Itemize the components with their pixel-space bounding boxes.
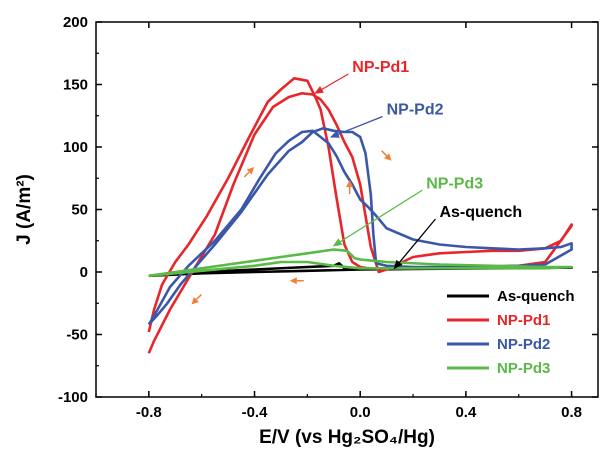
series-np-pd2 <box>147 127 573 326</box>
x-tick-label: -0.4 <box>242 404 269 421</box>
annotation-arrow-np-pd3 <box>332 189 423 247</box>
scan-direction-arrow-shaft <box>243 171 250 178</box>
scan-direction-arrow-shaft <box>381 150 388 157</box>
scan-direction-arrow <box>346 180 354 187</box>
x-tick-label: 0.4 <box>455 404 477 421</box>
y-tick-label: 100 <box>63 139 88 156</box>
legend: As-quench NP-Pd1 NP-Pd2 NP-Pd3 <box>447 288 575 377</box>
annotation-np-pd3: NP-Pd3 <box>426 175 483 192</box>
annotation-arrow-np-pd2 <box>329 115 383 138</box>
annotation-arrow-as-quench <box>393 218 436 270</box>
series-np-pd3 <box>148 248 573 278</box>
annotation-np-pd1: NP-Pd1 <box>352 59 409 76</box>
y-axis-title: J (A/m²) <box>14 174 35 245</box>
series-np-pd1 <box>147 77 573 354</box>
y-tick-label: 0 <box>80 264 88 281</box>
legend-label-np-pd2: NP-Pd2 <box>497 336 550 353</box>
y-tick-label: 200 <box>63 14 88 31</box>
annotation-as-quench: As-quench <box>439 204 522 221</box>
series-layer <box>147 77 573 354</box>
annotation-arrow-np-pd1 <box>314 73 349 94</box>
y-tick-label: -100 <box>58 389 88 406</box>
scan-direction-arrow <box>384 153 392 161</box>
x-tick-label: 0.8 <box>561 404 582 421</box>
x-axis-title: E/V (vs Hg₂SO₄/Hg) <box>259 427 435 448</box>
y-tick-label: 50 <box>71 202 88 219</box>
legend-label-np-pd3: NP-Pd3 <box>497 360 550 377</box>
legend-label-as-quench: As-quench <box>497 288 575 305</box>
axis-layer: -100 -50 0 50 100 150 200 -0.8 -0.4 0.0 0.4 0.8 <box>58 14 598 421</box>
scan-direction-arrow <box>289 277 297 285</box>
x-tick-label: 0.0 <box>350 404 371 421</box>
annotation-layer: NP-Pd1 NP-Pd2 NP-Pd3 As-quench <box>191 59 522 305</box>
annotation-np-pd2: NP-Pd2 <box>387 102 444 119</box>
legend-label-np-pd1: NP-Pd1 <box>497 312 550 329</box>
scan-direction-arrow <box>246 167 255 175</box>
y-tick-label: 150 <box>63 77 88 94</box>
y-tick-label: -50 <box>66 327 88 344</box>
scan-direction-arrow-shaft <box>195 294 202 301</box>
x-tick-label: -0.8 <box>136 404 162 421</box>
scan-direction-arrow <box>191 297 199 305</box>
